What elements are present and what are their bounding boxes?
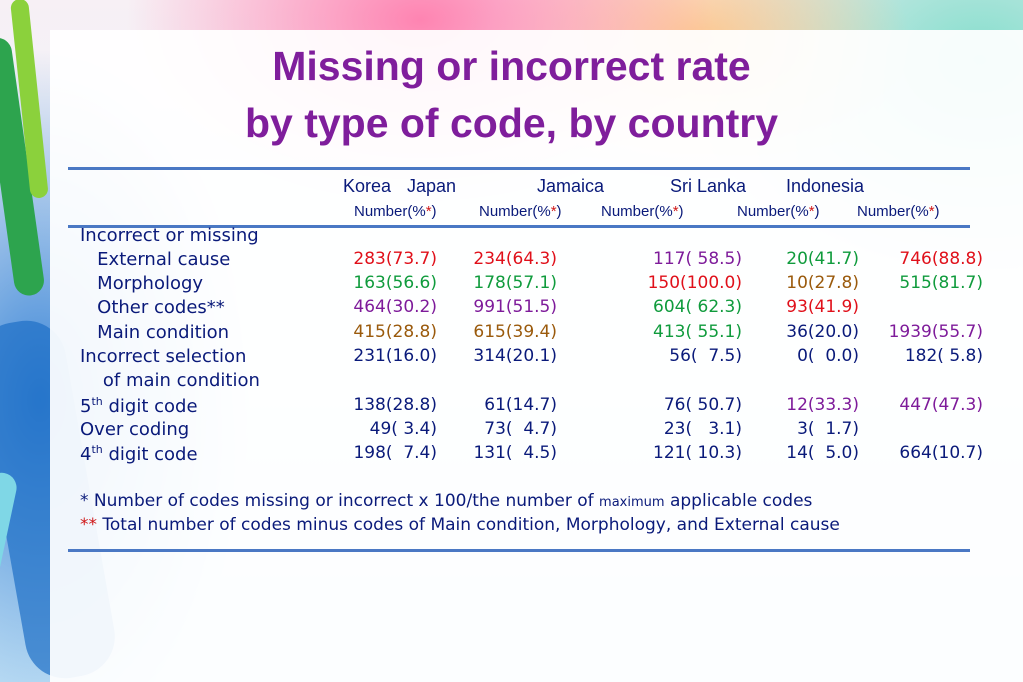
table-cell: 664(10.7) xyxy=(899,443,983,463)
table-cell: 198( 7.4) xyxy=(353,443,437,463)
footnote-2: ** Total number of codes minus codes of … xyxy=(80,515,840,535)
row-label: Other codes** xyxy=(80,297,225,318)
row-label: Morphology xyxy=(80,273,204,294)
table-cell: 56( 7.5) xyxy=(669,346,742,366)
row-label: Incorrect selection xyxy=(80,346,247,367)
table-cell: 93(41.9) xyxy=(786,297,859,317)
row-label: 5th digit code xyxy=(80,395,198,417)
subheader-number-pct: Number(%*) xyxy=(354,203,437,220)
table-cell: 117( 58.5) xyxy=(653,249,742,269)
table-cell: 447(47.3) xyxy=(899,395,983,415)
table-cell: 36(20.0) xyxy=(786,322,859,342)
row-label: Incorrect or missing xyxy=(80,225,259,246)
slide-title-line2: by type of code, by country xyxy=(244,100,779,146)
col-header-korea: Korea xyxy=(343,176,392,196)
row-label: Main condition xyxy=(80,322,230,343)
table-cell: 10(27.8) xyxy=(786,273,859,293)
table-cell: 76( 50.7) xyxy=(663,395,742,415)
subheader-number-pct: Number(%*) xyxy=(857,203,940,220)
subheader-number-pct: Number(%*) xyxy=(479,203,562,220)
table-cell: 20(41.7) xyxy=(786,249,859,269)
table-cell: 415(28.8) xyxy=(353,322,437,342)
table-cell: 61(14.7) xyxy=(484,395,557,415)
col-header-japan: Japan xyxy=(407,176,457,196)
row-label: 4th digit code xyxy=(80,443,198,465)
table-cell: 49( 3.4) xyxy=(369,419,437,439)
table-cell: 991(51.5) xyxy=(473,297,557,317)
table-cell: 150(100.0) xyxy=(647,273,742,293)
footnote-1: * Number of codes missing or incorrect x… xyxy=(80,491,813,511)
table-cell: 23( 3.1) xyxy=(663,419,742,439)
table-header-rule xyxy=(68,225,970,228)
table-cell: 121( 10.3) xyxy=(653,443,742,463)
table-top-rule xyxy=(68,167,970,170)
table-cell: 231(16.0) xyxy=(353,346,437,366)
table-cell: 283(73.7) xyxy=(353,249,437,269)
table-cell: 615(39.4) xyxy=(473,322,557,342)
table-cell: 234(64.3) xyxy=(473,249,557,269)
table-cell: 182( 5.8) xyxy=(904,346,983,366)
table-cell: 131( 4.5) xyxy=(473,443,557,463)
table-cell: 515(81.7) xyxy=(899,273,983,293)
table-cell: 3( 1.7) xyxy=(797,419,859,439)
table-cell: 604( 62.3) xyxy=(653,297,742,317)
row-label: of main condition xyxy=(80,370,260,391)
table-cell: 178(57.1) xyxy=(473,273,557,293)
table-cell: 12(33.3) xyxy=(786,395,859,415)
slide-title-line1: Missing or incorrect rate xyxy=(272,43,751,89)
table-cell: 746(88.8) xyxy=(899,249,983,269)
table-bottom-rule xyxy=(68,549,970,552)
table-cell: 73( 4.7) xyxy=(484,419,557,439)
subheader-number-pct: Number(%*) xyxy=(601,203,684,220)
table-cell: 314(20.1) xyxy=(473,346,557,366)
col-header-indonesia: Indonesia xyxy=(786,176,865,196)
table-cell: 138(28.8) xyxy=(353,395,437,415)
table-cell: 163(56.6) xyxy=(353,273,437,293)
col-header-jamaica: Jamaica xyxy=(537,176,605,196)
table-cell: 0( 0.0) xyxy=(797,346,859,366)
content-panel xyxy=(50,30,1023,682)
table-cell: 1939(55.7) xyxy=(888,322,983,342)
table-cell: 14( 5.0) xyxy=(786,443,859,463)
table-cell: 464(30.2) xyxy=(353,297,437,317)
subheader-number-pct: Number(%*) xyxy=(737,203,820,220)
row-label: Over coding xyxy=(80,419,190,440)
table-cell: 413( 55.1) xyxy=(653,322,742,342)
col-header-sri-lanka: Sri Lanka xyxy=(670,176,747,196)
row-label: External cause xyxy=(80,249,231,270)
